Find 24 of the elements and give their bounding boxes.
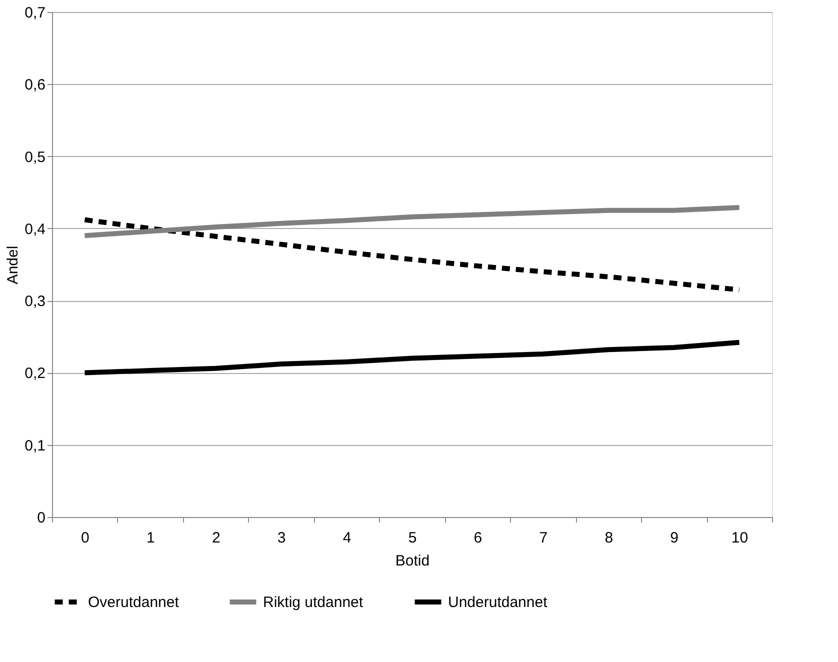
legend-label: Riktig utdannet <box>263 594 364 611</box>
y-tick-label: 0,1 <box>24 437 46 454</box>
x-tick-label: 4 <box>342 530 352 546</box>
x-tick-label: 1 <box>146 530 155 546</box>
x-tick-label: 10 <box>731 530 748 546</box>
x-tick-label: 6 <box>474 530 482 546</box>
y-tick-label: 0,5 <box>24 148 46 166</box>
x-axis-title: Botid <box>395 552 430 570</box>
legend-label: Underutdannet <box>448 594 548 611</box>
y-tick-label: 0,4 <box>24 220 46 238</box>
legend-label: Overutdannet <box>88 594 180 611</box>
x-tick-label: 7 <box>539 530 548 546</box>
x-tick-label: 2 <box>212 530 220 546</box>
x-tick-label: 9 <box>670 530 678 546</box>
y-axis-title: Andel <box>4 246 22 284</box>
y-tick-label: 0,7 <box>24 4 46 22</box>
x-tick-label: 5 <box>408 530 417 546</box>
y-tick-label: 0 <box>37 510 46 526</box>
x-tick-label: 3 <box>277 530 286 546</box>
y-tick-label: 0,3 <box>24 293 46 310</box>
y-tick-label: 0,2 <box>24 365 46 382</box>
y-tick-label: 0,6 <box>24 76 46 94</box>
x-tick-label: 8 <box>604 530 614 546</box>
x-tick-label: 0 <box>81 530 90 546</box>
